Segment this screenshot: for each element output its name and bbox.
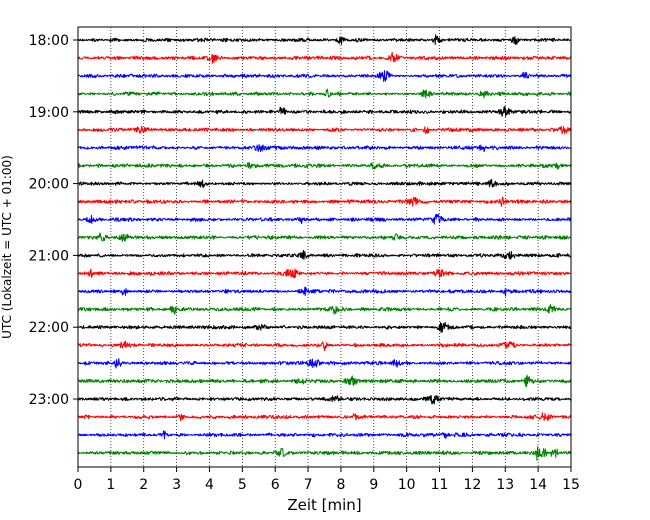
- seismogram-trace-2045: [77, 232, 572, 242]
- x-tick-label: 4: [205, 477, 214, 493]
- axis-ticks: 0 1 2 3 4 5 6 7 8 9 10 11 12 13 14 1518:0019:0020:0021:…: [29, 33, 580, 493]
- x-tick-label: 9: [369, 477, 378, 493]
- seismogram-trace-2330: [77, 430, 572, 440]
- seismogram-trace-2030: [77, 213, 572, 225]
- seismogram-trace-2115: [77, 268, 572, 279]
- seismogram-trace-2245: [77, 374, 572, 388]
- seismogram-trace-1945: [77, 161, 572, 170]
- x-axis-label: Zeit [min]: [287, 496, 361, 514]
- y-tick-label: 19:00: [29, 105, 69, 121]
- seismogram-trace-2130: [77, 286, 572, 297]
- x-tick-label: 1: [106, 477, 115, 493]
- seismogram-trace-1915: [77, 125, 572, 135]
- x-tick-label: 13: [496, 477, 514, 493]
- x-tick-label: 2: [139, 477, 148, 493]
- seismogram-trace-1815: [77, 51, 572, 64]
- x-tick-label: 15: [562, 477, 580, 493]
- x-tick-label: 10: [398, 477, 416, 493]
- seismogram-trace-2000: [77, 178, 572, 189]
- seismogram-trace-2145: [77, 303, 572, 315]
- y-tick-label: 20:00: [29, 177, 69, 193]
- seismogram-trace-2200: [77, 321, 572, 333]
- y-tick-label: 18:00: [29, 33, 69, 49]
- x-gridlines: [110, 27, 539, 467]
- seismogram-trace-1800: [77, 34, 572, 45]
- seismogram-trace-2015: [77, 196, 572, 207]
- seismogram-traces: [77, 34, 572, 461]
- seismogram-trace-2215: [77, 340, 572, 352]
- x-tick-label: 3: [172, 477, 181, 493]
- seismogram-trace-1845: [77, 88, 572, 99]
- x-tick-label: 0: [74, 477, 83, 493]
- seismogram-trace-2345: [77, 446, 572, 461]
- y-tick-label: 23:00: [29, 392, 69, 408]
- plot-frame: [77, 26, 572, 468]
- y-axis-label: UTC (Lokalzeit = UTC + 01:00): [0, 155, 14, 339]
- seismogram-trace-2300: [77, 394, 572, 405]
- seismogram-trace-2230: [77, 358, 572, 369]
- x-tick-label: 6: [271, 477, 280, 493]
- seismogram-trace-1900: [77, 106, 572, 117]
- x-tick-label: 5: [238, 477, 247, 493]
- x-tick-label: 7: [304, 477, 313, 493]
- x-tick-label: 14: [529, 477, 547, 493]
- x-tick-label: 11: [431, 477, 449, 493]
- x-tick-label: 12: [463, 477, 481, 493]
- seismogram-trace-2315: [77, 412, 572, 422]
- seismogram-trace-1830: [77, 70, 572, 82]
- seismogram-trace-2100: [77, 249, 572, 261]
- x-tick-label: 8: [336, 477, 345, 493]
- y-tick-label: 21:00: [29, 248, 69, 264]
- seismogram-trace-1930: [77, 144, 572, 153]
- y-tick-label: 22:00: [29, 320, 69, 336]
